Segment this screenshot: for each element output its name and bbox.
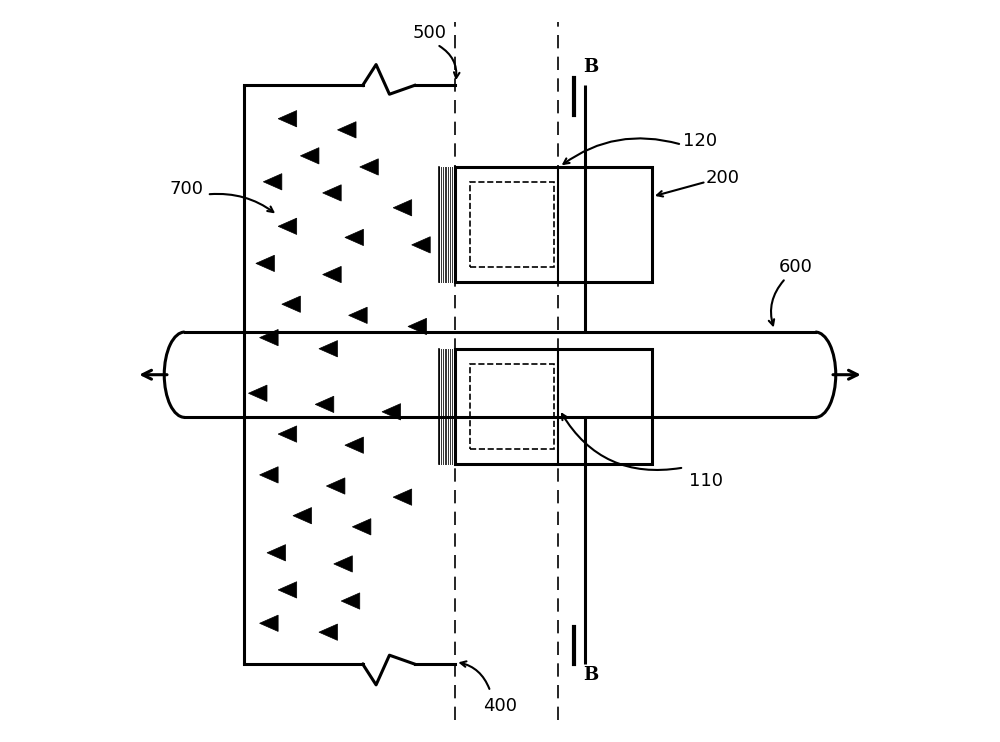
Polygon shape: [263, 174, 282, 190]
Text: B: B: [583, 58, 598, 76]
Polygon shape: [278, 218, 297, 234]
Polygon shape: [323, 266, 341, 283]
Polygon shape: [282, 296, 300, 312]
Polygon shape: [382, 404, 401, 420]
Bar: [470, 182, 554, 267]
Polygon shape: [412, 237, 430, 253]
Bar: [455, 167, 652, 282]
Polygon shape: [345, 229, 363, 246]
Polygon shape: [293, 508, 312, 524]
Polygon shape: [260, 615, 278, 631]
Text: 400: 400: [483, 697, 517, 715]
Polygon shape: [319, 341, 338, 357]
Polygon shape: [323, 185, 341, 201]
Text: 600: 600: [778, 258, 812, 276]
Text: 200: 200: [706, 169, 740, 187]
Polygon shape: [256, 255, 274, 272]
Polygon shape: [341, 593, 360, 609]
Polygon shape: [248, 385, 267, 401]
Bar: [455, 349, 652, 464]
Polygon shape: [349, 307, 367, 324]
Polygon shape: [267, 545, 286, 561]
Text: 500: 500: [413, 24, 447, 42]
Polygon shape: [260, 329, 278, 346]
Polygon shape: [278, 111, 297, 127]
Polygon shape: [352, 519, 371, 535]
Polygon shape: [278, 582, 297, 598]
Bar: [470, 364, 554, 449]
Polygon shape: [393, 489, 412, 505]
Text: 110: 110: [689, 472, 723, 490]
Polygon shape: [260, 467, 278, 483]
Polygon shape: [345, 437, 363, 453]
Polygon shape: [278, 426, 297, 442]
Text: 120: 120: [683, 132, 717, 150]
Polygon shape: [338, 122, 356, 138]
Polygon shape: [300, 148, 319, 164]
Text: 700: 700: [169, 180, 203, 198]
Polygon shape: [334, 556, 352, 572]
Polygon shape: [315, 396, 334, 413]
Polygon shape: [408, 318, 427, 335]
Polygon shape: [393, 200, 412, 216]
Polygon shape: [319, 624, 338, 640]
Polygon shape: [360, 159, 378, 175]
Polygon shape: [326, 478, 345, 494]
Text: B: B: [583, 666, 598, 684]
